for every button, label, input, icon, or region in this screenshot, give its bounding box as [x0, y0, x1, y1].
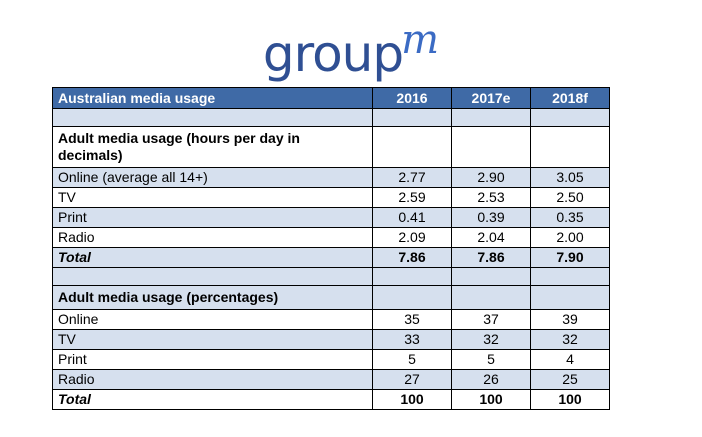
cell-value: 4	[530, 349, 610, 370]
cell-value: 0.39	[451, 207, 531, 228]
cell-value: 2.53	[451, 187, 531, 208]
cell-value: 27	[372, 369, 452, 390]
cell-value: 2.04	[451, 227, 531, 248]
cell-value: 37	[451, 309, 531, 330]
row-label: Radio	[52, 369, 373, 390]
total-label: Total	[52, 389, 373, 410]
cell-value: 5	[451, 349, 531, 370]
row-label: Online	[52, 309, 373, 330]
cell-value: 35	[372, 309, 452, 330]
total-value: 7.86	[451, 247, 531, 268]
table-row: Print 5 5 4	[52, 349, 610, 370]
cell-value: 32	[451, 329, 531, 350]
row-label: TV	[52, 187, 373, 208]
total-value: 100	[530, 389, 610, 410]
cell-value: 5	[372, 349, 452, 370]
table-row: Print 0.41 0.39 0.35	[52, 207, 610, 228]
section-title-hours: Adult media usage (hours per day in deci…	[52, 126, 373, 168]
header-year-2017e: 2017e	[451, 87, 531, 109]
logo-superscript: m	[401, 17, 440, 63]
section-header-percentages: Adult media usage (percentages)	[52, 285, 610, 310]
media-usage-table: Australian media usage 2016 2017e 2018f …	[52, 87, 610, 410]
cell-value: 33	[372, 329, 452, 350]
total-row-hours: Total 7.86 7.86 7.90	[52, 247, 610, 268]
section-header-hours: Adult media usage (hours per day in deci…	[52, 126, 610, 168]
cell-value: 2.59	[372, 187, 452, 208]
table-row: TV 33 32 32	[52, 329, 610, 350]
cell-value: 0.41	[372, 207, 452, 228]
cell-value: 32	[530, 329, 610, 350]
table-row: Online (average all 14+) 2.77 2.90 3.05	[52, 167, 610, 188]
table-header-row: Australian media usage 2016 2017e 2018f	[52, 87, 610, 109]
header-year-2018f: 2018f	[530, 87, 610, 109]
spacer-row	[52, 267, 610, 286]
cell-value: 3.05	[530, 167, 610, 188]
table-row: TV 2.59 2.53 2.50	[52, 187, 610, 208]
row-label: TV	[52, 329, 373, 350]
total-value: 100	[451, 389, 531, 410]
logo-wordmark: group m	[262, 20, 439, 83]
cell-value: 2.90	[451, 167, 531, 188]
cell-value: 2.50	[530, 187, 610, 208]
logo-main-text: group	[262, 25, 404, 83]
cell-value: 2.09	[372, 227, 452, 248]
row-label: Print	[52, 349, 373, 370]
header-title: Australian media usage	[52, 87, 373, 109]
header-year-2016: 2016	[372, 87, 452, 109]
spacer-row	[52, 108, 610, 127]
row-label: Print	[52, 207, 373, 228]
table-row: Online 35 37 39	[52, 309, 610, 330]
total-label: Total	[52, 247, 373, 268]
section-title-percentages: Adult media usage (percentages)	[52, 285, 373, 310]
cell-value: 26	[451, 369, 531, 390]
table-row: Radio 2.09 2.04 2.00	[52, 227, 610, 248]
cell-value: 0.35	[530, 207, 610, 228]
total-row-percentages: Total 100 100 100	[52, 389, 610, 410]
cell-value: 39	[530, 309, 610, 330]
total-value: 7.90	[530, 247, 610, 268]
row-label: Radio	[52, 227, 373, 248]
cell-value: 2.77	[372, 167, 452, 188]
groupm-logo: group m	[0, 20, 702, 86]
cell-value: 25	[530, 369, 610, 390]
total-value: 100	[372, 389, 452, 410]
total-value: 7.86	[372, 247, 452, 268]
table-row: Radio 27 26 25	[52, 369, 610, 390]
row-label: Online (average all 14+)	[52, 167, 373, 188]
cell-value: 2.00	[530, 227, 610, 248]
